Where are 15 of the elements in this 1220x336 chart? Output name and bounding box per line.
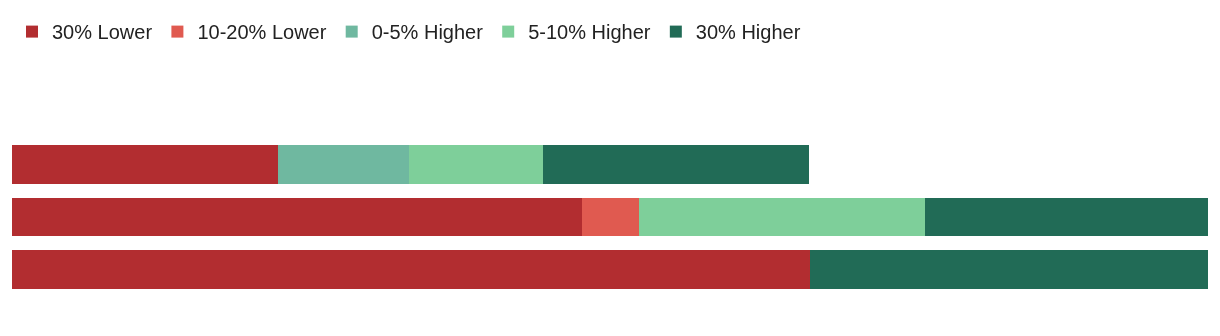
bar [638, 197, 925, 237]
legend-label: 30% Lower [52, 21, 153, 44]
bar [409, 145, 544, 184]
bar [12, 145, 278, 184]
bar [582, 197, 639, 237]
bar [277, 145, 410, 184]
bar [543, 145, 809, 184]
legend-label: 10-20% Lower [197, 21, 327, 44]
bar [12, 250, 810, 289]
legend-label: 30% Higher [695, 21, 801, 44]
legend-label: 0-5% Higher [371, 21, 484, 44]
bar [809, 250, 1208, 289]
legend-label: 5-10% Higher [528, 21, 651, 44]
bar [12, 197, 583, 237]
bar [924, 197, 1208, 237]
